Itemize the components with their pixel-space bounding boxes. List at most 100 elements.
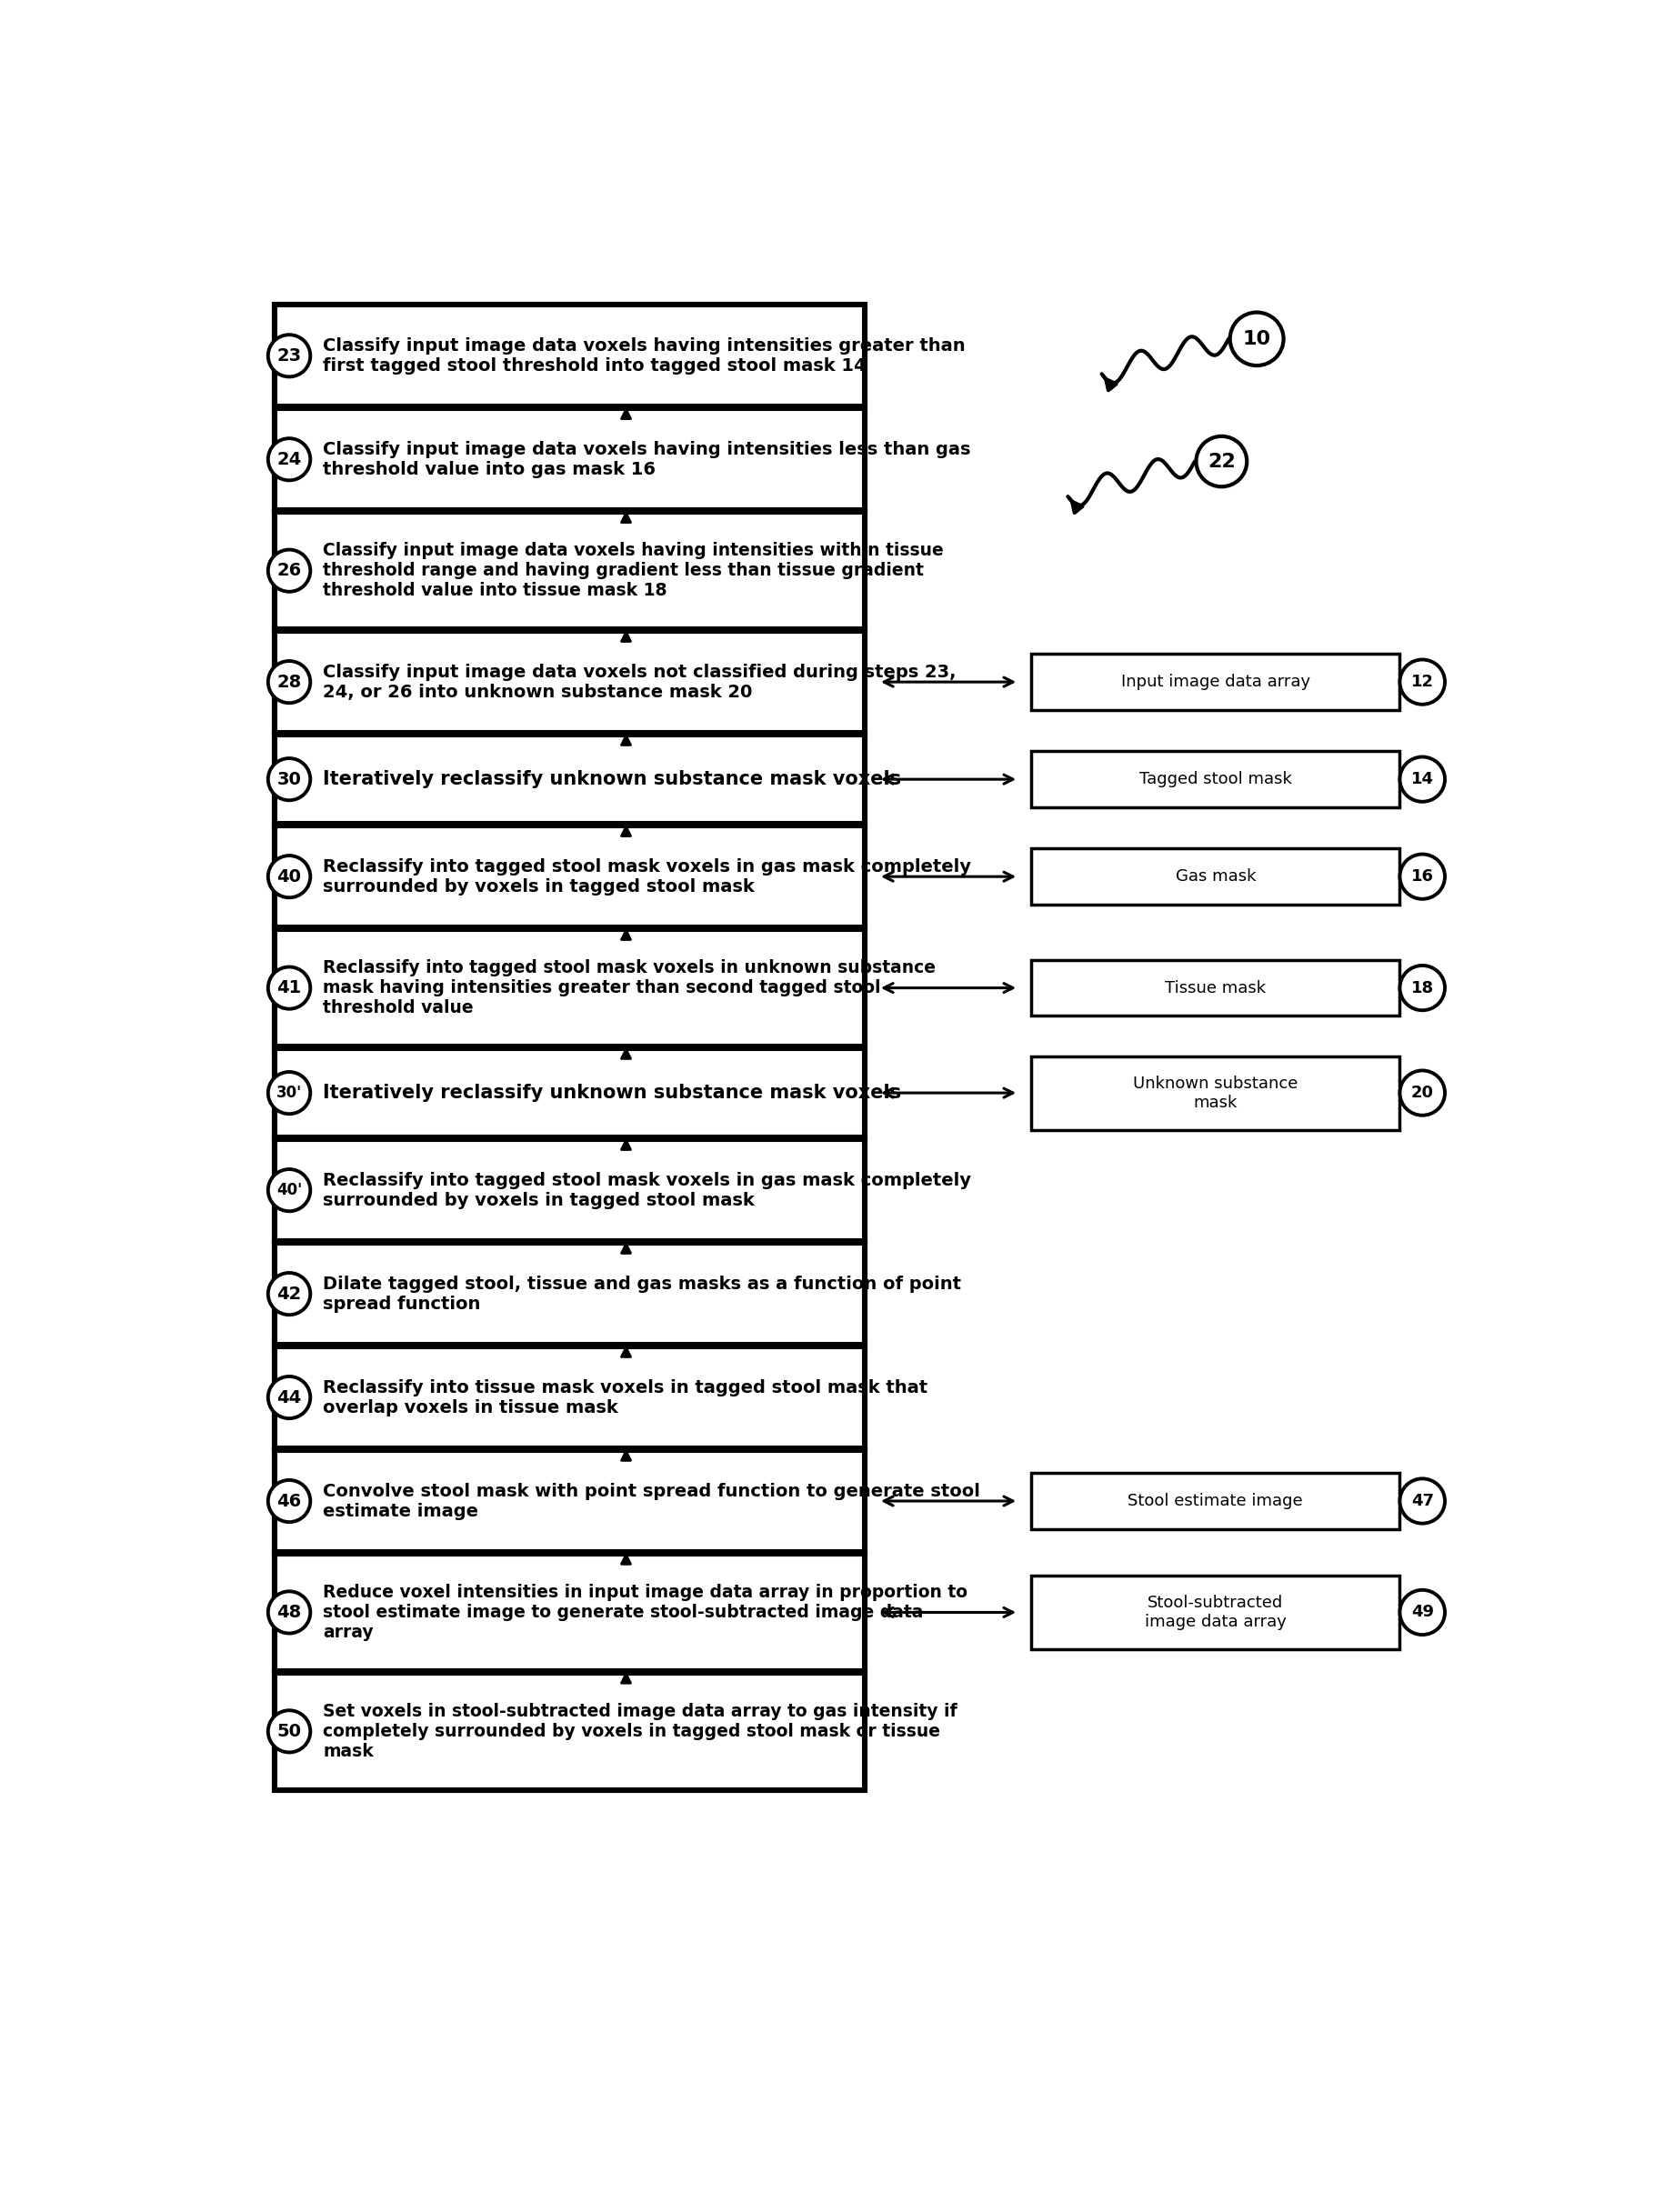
Text: 49: 49 [1411,1604,1434,1621]
Bar [276,307,863,405]
Text: Tagged stool mask: Tagged stool mask [1140,772,1292,787]
Circle shape [1399,854,1446,898]
Text: 30': 30' [276,1084,303,1102]
Circle shape [268,334,311,376]
Bar [1030,1575,1399,1650]
Bar [1030,960,1399,1015]
Text: Reclassify into tagged stool mask voxels in gas mask completely
surrounded by vo: Reclassify into tagged stool mask voxels… [323,858,971,896]
Bar [273,1672,865,1792]
Bar [1030,1055,1399,1130]
Text: Classify input image data voxels having intensities greater than
first tagged st: Classify input image data voxels having … [323,336,966,374]
Bar [273,1241,865,1345]
Bar [273,1139,865,1241]
Text: Stool estimate image: Stool estimate image [1128,1493,1303,1509]
Text: 48: 48 [276,1604,301,1621]
Text: Classify input image data voxels having intensities less than gas
threshold valu: Classify input image data voxels having … [323,440,971,478]
Circle shape [1196,436,1247,487]
Circle shape [268,1170,311,1212]
Text: Convolve stool mask with point spread function to generate stool
estimate image: Convolve stool mask with point spread fu… [323,1482,981,1520]
Bar [273,1553,865,1672]
Circle shape [1399,964,1446,1011]
Circle shape [268,1590,311,1632]
Circle shape [1399,757,1446,801]
Text: 14: 14 [1411,772,1434,787]
Text: Iteratively reclassify unknown substance mask voxels: Iteratively reclassify unknown substance… [323,770,901,787]
Bar [273,511,865,630]
Bar [273,1449,865,1553]
Circle shape [1399,1071,1446,1115]
Bar [273,407,865,511]
Circle shape [1399,659,1446,703]
Bar [276,827,863,925]
Circle shape [268,661,311,703]
Circle shape [1231,312,1284,365]
Bar [1030,655,1399,710]
Circle shape [268,1480,311,1522]
Bar [273,303,865,407]
Circle shape [268,1710,311,1752]
Text: 20: 20 [1411,1084,1434,1102]
Bar [273,825,865,929]
Circle shape [268,759,311,801]
Bar [273,630,865,734]
Text: 40': 40' [276,1181,303,1199]
Bar [276,1141,863,1239]
Text: Gas mask: Gas mask [1176,869,1255,885]
Text: 50: 50 [276,1723,301,1741]
Text: 23: 23 [276,347,301,365]
Bar [273,1048,865,1139]
Text: Reclassify into tagged stool mask voxels in gas mask completely
surrounded by vo: Reclassify into tagged stool mask voxels… [323,1172,971,1208]
Bar [276,1451,863,1551]
Circle shape [1399,1590,1446,1635]
Bar [1030,1473,1399,1528]
Bar [276,1349,863,1447]
Circle shape [268,967,311,1009]
Bar [276,513,863,628]
Bar [276,411,863,509]
Text: 24: 24 [276,451,301,469]
Bar [276,737,863,823]
Bar [276,931,863,1044]
Text: Tissue mask: Tissue mask [1164,980,1265,995]
Bar [276,1555,863,1670]
Text: 16: 16 [1411,869,1434,885]
Text: Classify input image data voxels having intensities within tissue
threshold rang: Classify input image data voxels having … [323,542,944,599]
Bar [1030,849,1399,905]
Text: Reclassify into tagged stool mask voxels in unknown substance
mask having intens: Reclassify into tagged stool mask voxels… [323,960,936,1018]
Circle shape [1399,1478,1446,1524]
Bar [273,929,865,1048]
Bar [273,1345,865,1449]
Bar [273,734,865,825]
Text: Set voxels in stool-subtracted image data array to gas intensity if
completely s: Set voxels in stool-subtracted image dat… [323,1703,958,1761]
Text: Stool-subtracted
image data array: Stool-subtracted image data array [1145,1595,1287,1630]
Text: 12: 12 [1411,675,1434,690]
Text: 10: 10 [1242,330,1270,347]
Circle shape [268,1073,311,1115]
Text: 30: 30 [276,770,301,787]
Circle shape [268,438,311,480]
Text: 18: 18 [1411,980,1434,995]
Bar [276,633,863,730]
Text: 42: 42 [276,1285,301,1303]
Circle shape [268,1376,311,1418]
Text: 44: 44 [276,1389,301,1407]
Circle shape [268,549,311,591]
Text: Iteratively reclassify unknown substance mask voxels: Iteratively reclassify unknown substance… [323,1084,901,1102]
Circle shape [268,1272,311,1314]
Text: 40: 40 [276,867,301,885]
Text: 46: 46 [276,1493,301,1509]
Text: 22: 22 [1207,453,1236,471]
Bar [276,1245,863,1343]
Text: 41: 41 [276,980,301,998]
Text: Reduce voxel intensities in input image data array in proportion to
stool estima: Reduce voxel intensities in input image … [323,1584,968,1641]
Text: 28: 28 [276,672,301,690]
Text: Dilate tagged stool, tissue and gas masks as a function of point
spread function: Dilate tagged stool, tissue and gas mask… [323,1274,961,1312]
Text: Classify input image data voxels not classified during steps 23,
24, or 26 into : Classify input image data voxels not cla… [323,664,956,701]
Text: 26: 26 [276,562,301,580]
Bar [276,1674,863,1787]
Text: Reclassify into tissue mask voxels in tagged stool mask that
overlap voxels in t: Reclassify into tissue mask voxels in ta… [323,1378,928,1416]
Bar [276,1051,863,1135]
Text: 47: 47 [1411,1493,1434,1509]
Text: Unknown substance
mask: Unknown substance mask [1133,1075,1298,1110]
Text: Input image data array: Input image data array [1121,675,1310,690]
